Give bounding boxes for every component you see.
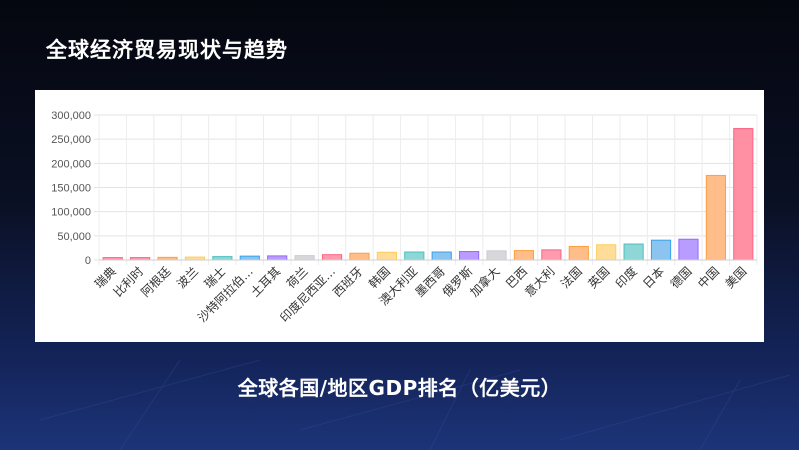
bar-17 — [541, 249, 562, 261]
x-tick-label: 俄罗斯 — [440, 264, 475, 299]
chart-panel: 0 50,000 100,000 150,000 200,000 250,000 300,0… — [35, 90, 764, 342]
y-tick-label: 50,000 — [57, 231, 91, 243]
y-tick-label: 100,000 — [51, 207, 91, 219]
x-tick-label: 中国 — [694, 264, 722, 292]
x-tick-label: 土耳其 — [248, 264, 283, 299]
x-tick-label: 美国 — [723, 264, 750, 291]
x-tick-label: 日本 — [640, 264, 667, 291]
bar-12 — [404, 251, 425, 261]
bar-22 — [678, 238, 699, 261]
x-tick-label: 德国 — [667, 264, 695, 292]
y-tick-label: 150,000 — [51, 183, 91, 195]
bar-23 — [705, 174, 726, 261]
x-tick-label: 加拿大 — [467, 264, 503, 300]
x-tick-label: 英国 — [585, 264, 612, 291]
bar-8 — [294, 255, 315, 261]
bar-14 — [459, 251, 480, 261]
x-tick-label: 意大利 — [521, 264, 557, 300]
gdp-bar-chart: 0 50,000 100,000 150,000 200,000 250,000 300,0… — [51, 110, 758, 325]
y-tick-label: 200,000 — [51, 158, 91, 170]
bar-21 — [650, 239, 672, 261]
bar-6 — [239, 255, 260, 261]
y-tick-label: 0 — [85, 255, 91, 267]
x-tick-label: 墨西哥 — [412, 264, 447, 299]
bar-15 — [486, 250, 507, 261]
bar-13 — [431, 251, 452, 261]
bar-7 — [267, 255, 288, 261]
chart-caption: 全球各国/地区GDP排名（亿美元） — [237, 376, 562, 400]
bar-9 — [321, 254, 343, 261]
bar-11 — [376, 251, 397, 261]
bar-16 — [513, 250, 535, 261]
bar-24 — [733, 128, 754, 261]
y-tick-label: 250,000 — [51, 134, 91, 146]
y-tick-label: 300,000 — [51, 110, 91, 122]
x-tick-label: 印度 — [612, 264, 640, 292]
x-tick-label: 波兰 — [174, 264, 201, 291]
bar-10 — [349, 252, 370, 261]
x-tick-label: 西班牙 — [330, 264, 365, 299]
bar-19 — [596, 244, 617, 261]
x-tick-label: 阿根廷 — [138, 264, 173, 299]
slide-title: 全球经济贸易现状与趋势 — [46, 38, 288, 62]
x-tick-label: 法国 — [558, 264, 585, 291]
bar-20 — [623, 243, 644, 261]
x-tick-label: 比利时 — [111, 264, 146, 299]
bar-18 — [568, 245, 589, 261]
bar-5 — [212, 256, 233, 261]
